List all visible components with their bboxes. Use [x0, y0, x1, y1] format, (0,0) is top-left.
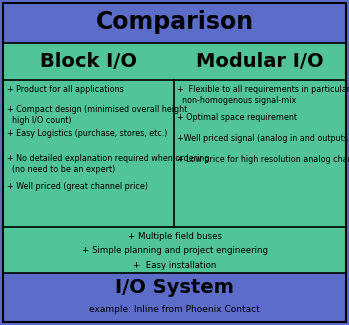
Bar: [3, 273, 346, 325]
Bar: [3, 80, 346, 227]
Text: + Easy Logistics (purchase, stores, etc.): + Easy Logistics (purchase, stores, etc.…: [7, 129, 168, 138]
Text: +  Easy installation: + Easy installation: [133, 261, 216, 270]
Text: + Multiple field buses: + Multiple field buses: [127, 232, 222, 241]
Text: + Product for all applications: + Product for all applications: [7, 85, 124, 94]
Text: Comparison: Comparison: [95, 9, 254, 33]
Text: + Compact design (minimised overall height
  high I/O count): + Compact design (minimised overall heig…: [7, 105, 187, 125]
Text: Modular I/O: Modular I/O: [196, 52, 324, 71]
Text: + Low price for high resolution analog channels: + Low price for high resolution analog c…: [177, 155, 349, 164]
Text: + No detailed explanation required when ordering
  (no need to be an expert): + No detailed explanation required when …: [7, 154, 209, 174]
Bar: [3, 43, 346, 80]
Bar: [3, 0, 346, 43]
Text: + Well priced (great channel price): + Well priced (great channel price): [7, 182, 148, 191]
Text: I/O System: I/O System: [115, 278, 234, 297]
Text: + Simple planning and project engineering: + Simple planning and project engineerin…: [82, 246, 267, 255]
Text: Block I/O: Block I/O: [40, 52, 137, 71]
Bar: [3, 227, 346, 273]
Text: +Well priced signal (analog in and outputs): +Well priced signal (analog in and outpu…: [177, 134, 349, 143]
Text: + Optimal space requirement: + Optimal space requirement: [177, 113, 297, 122]
Text: example: Inline from Phoenix Contact: example: Inline from Phoenix Contact: [89, 305, 260, 314]
Text: +  Flexible to all requirements in particular with
  non-homogenous signal-mix: + Flexible to all requirements in partic…: [177, 85, 349, 105]
